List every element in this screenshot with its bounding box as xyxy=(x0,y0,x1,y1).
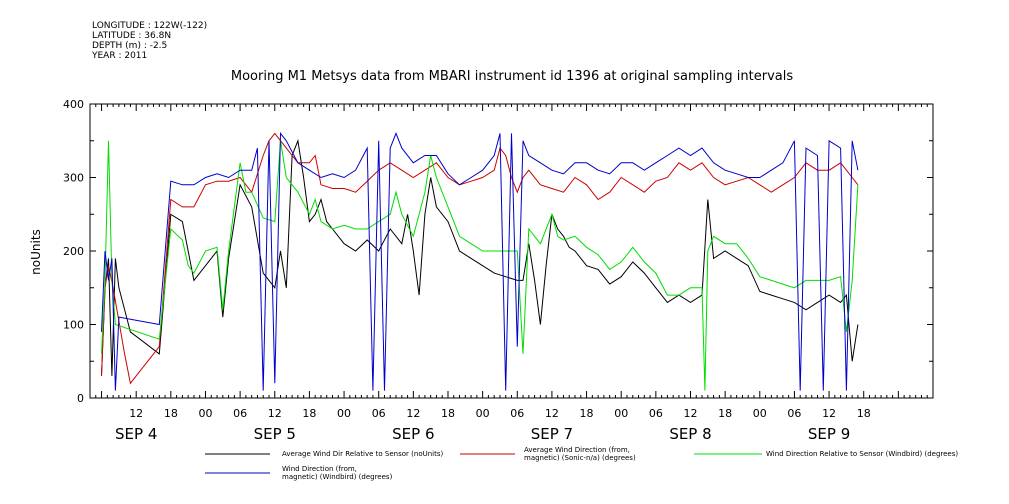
series-line xyxy=(101,140,859,391)
x-tick-label: 18 xyxy=(441,407,455,420)
x-tick-label: 00 xyxy=(476,407,490,420)
x-day-label: SEP 6 xyxy=(392,425,434,443)
x-tick-label: 06 xyxy=(233,407,247,420)
x-tick-label: 06 xyxy=(649,407,663,420)
x-tick-label: 06 xyxy=(787,407,801,420)
x-tick-label: 12 xyxy=(822,407,836,420)
x-tick-label: 12 xyxy=(545,407,559,420)
legend-label: Wind Direction (from, magnetic) (Windbird… xyxy=(282,465,393,481)
x-tick-label: 06 xyxy=(372,407,386,420)
x-tick-label: 18 xyxy=(302,407,316,420)
chart-title: Mooring M1 Metsys data from MBARI instru… xyxy=(231,69,793,84)
meta-year: YEAR : 2011 xyxy=(92,51,148,61)
x-tick-label: 00 xyxy=(337,407,351,420)
y-tick-label: 200 xyxy=(63,245,84,258)
x-tick-label: 18 xyxy=(580,407,594,420)
x-day-label: SEP 8 xyxy=(669,425,711,443)
series-line xyxy=(101,138,859,376)
x-day-label: SEP 7 xyxy=(531,425,573,443)
x-tick-label: 00 xyxy=(198,407,212,420)
x-tick-label: 18 xyxy=(164,407,178,420)
y-tick-label: 100 xyxy=(63,319,84,332)
x-tick-label: 12 xyxy=(268,407,282,420)
meta-depth: DEPTH (m) : -2.5 xyxy=(92,41,168,51)
legend-label: Average Wind Dir Relative to Sensor (noU… xyxy=(282,450,443,458)
meta-latitude: LATITUDE : 36.8N xyxy=(92,31,172,41)
x-tick-label: 12 xyxy=(129,407,143,420)
x-tick-label: 18 xyxy=(857,407,871,420)
y-tick-label: 300 xyxy=(63,172,84,185)
x-tick-label: 12 xyxy=(406,407,420,420)
y-axis-label: noUnits xyxy=(29,229,43,275)
x-tick-label: 12 xyxy=(683,407,697,420)
x-tick-label: 00 xyxy=(753,407,767,420)
x-day-label: SEP 9 xyxy=(808,425,850,443)
legend-label: Wind Direction Relative to Sensor (Windb… xyxy=(766,450,958,458)
x-day-label: SEP 4 xyxy=(115,425,157,443)
legend-label: Average Wind Direction (from, magnetic) (… xyxy=(524,446,636,462)
x-tick-label: 00 xyxy=(614,407,628,420)
x-tick-label: 06 xyxy=(510,407,524,420)
x-day-label: SEP 5 xyxy=(254,425,296,443)
metadata-block: LONGITUDE : 122W(-122) LATITUDE : 36.8N … xyxy=(92,21,207,61)
y-tick-label: 0 xyxy=(77,392,84,405)
meta-longitude: LONGITUDE : 122W(-122) xyxy=(92,21,208,31)
x-tick-label: 18 xyxy=(718,407,732,420)
series-line xyxy=(101,132,859,385)
series-line xyxy=(101,131,859,391)
y-tick-label: 400 xyxy=(63,98,84,111)
